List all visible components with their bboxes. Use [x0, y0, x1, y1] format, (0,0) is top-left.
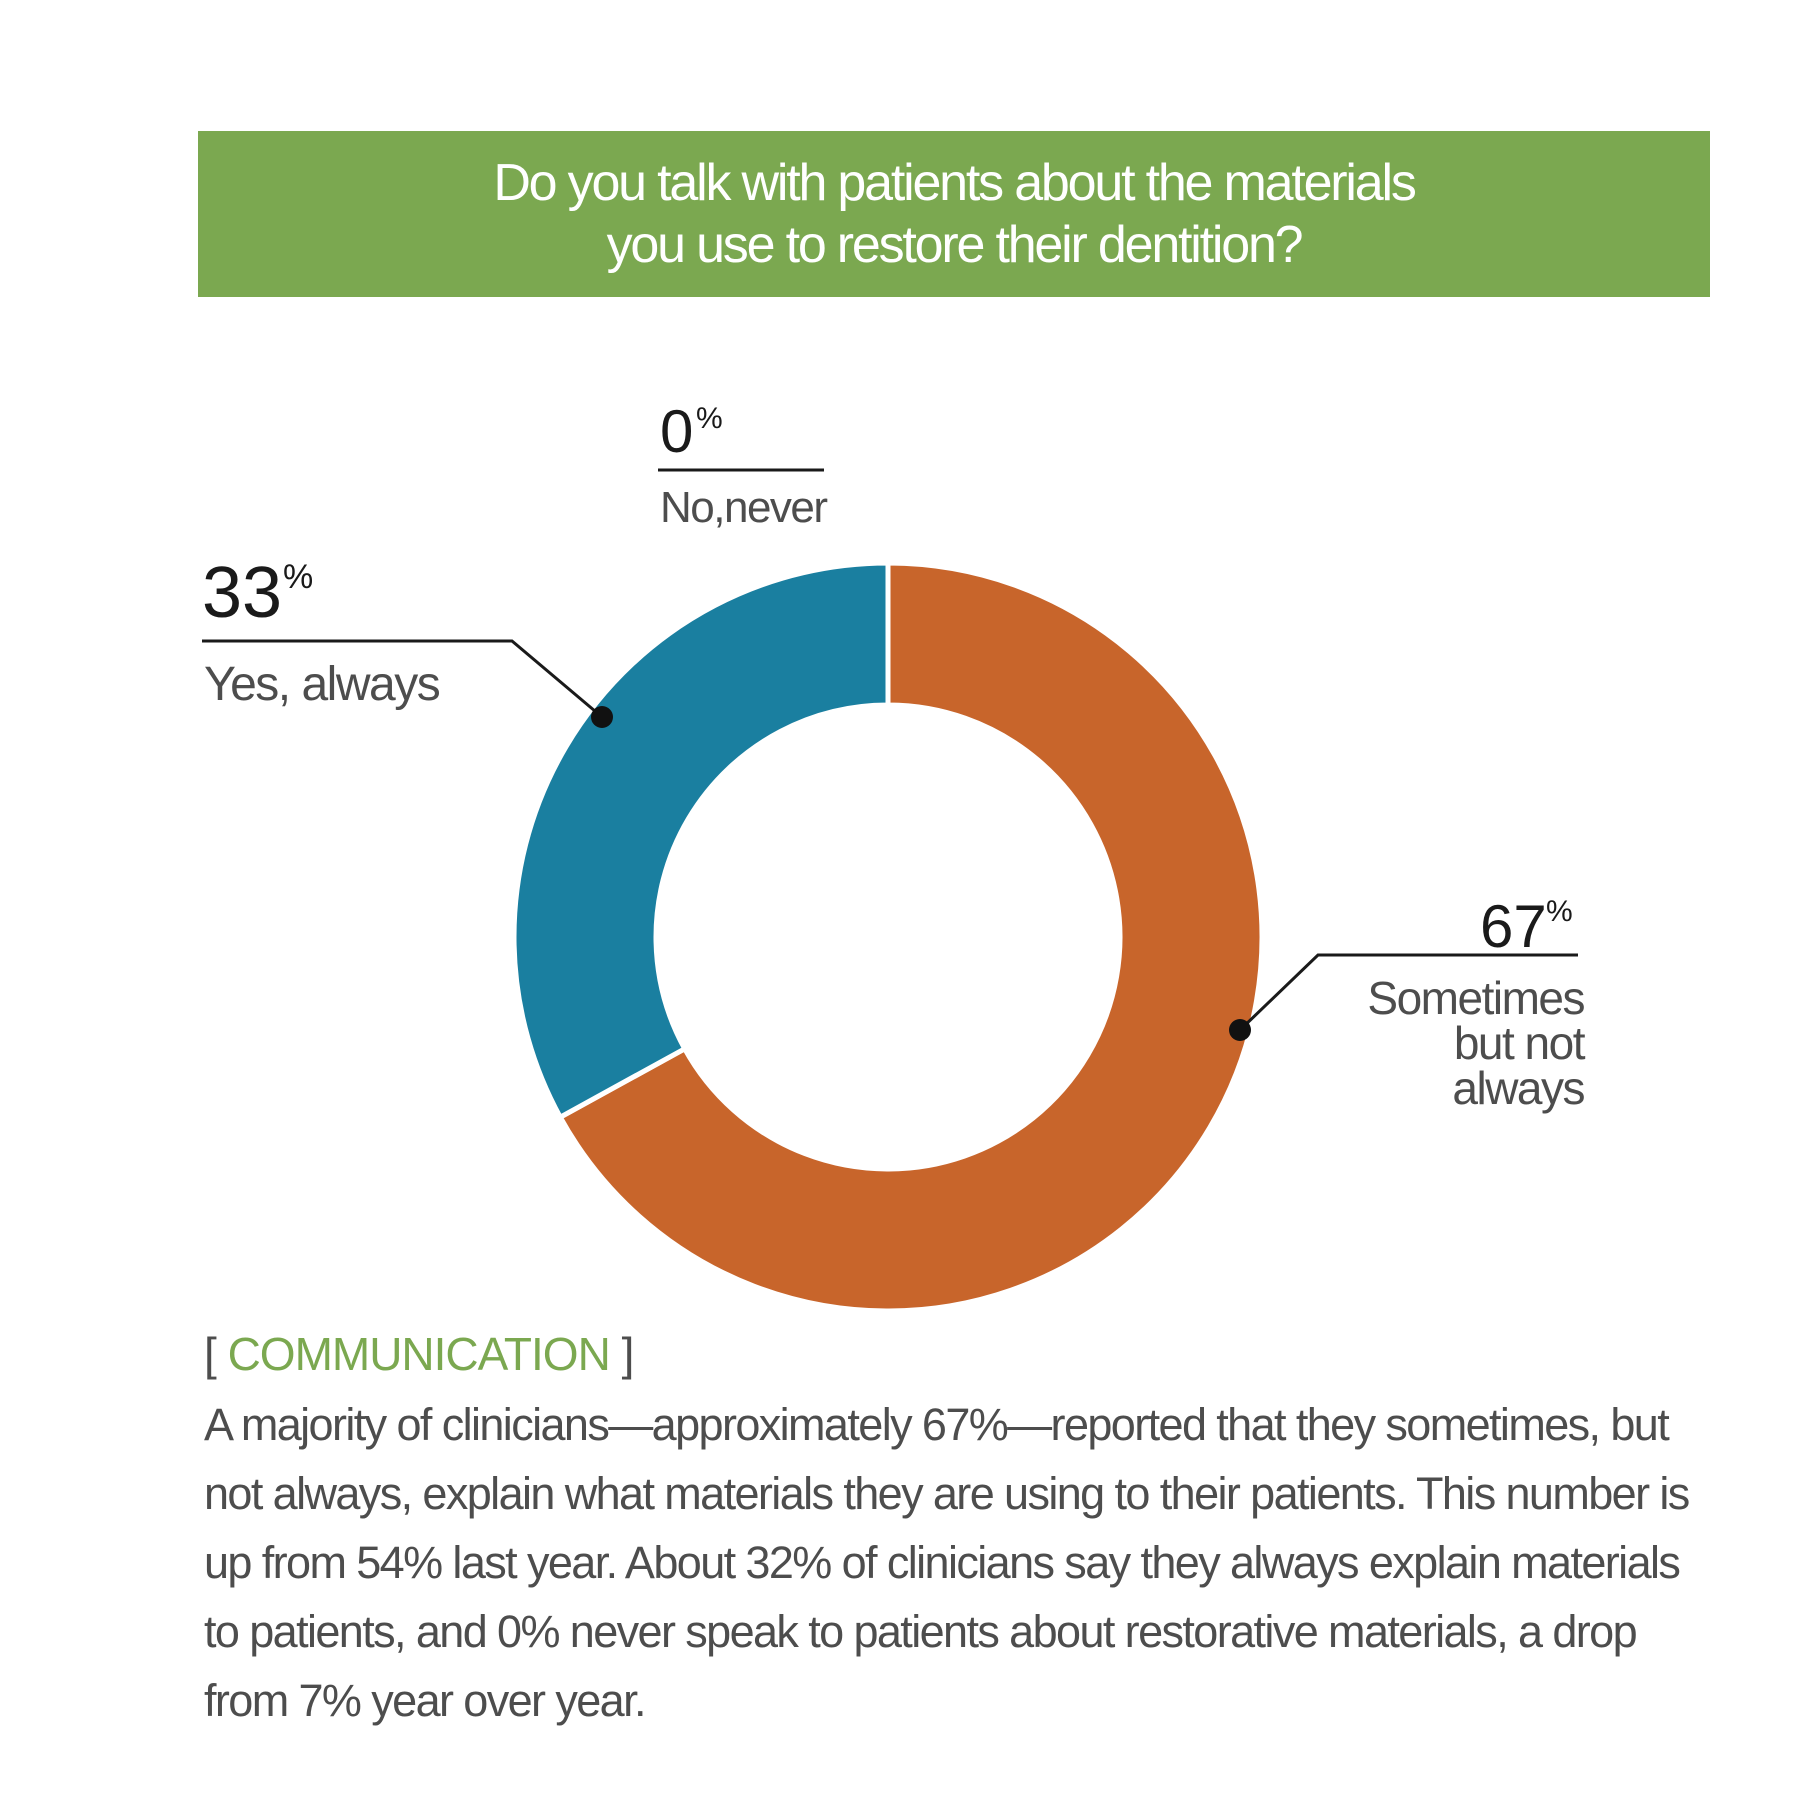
yes-always-leader-dot [591, 706, 613, 728]
no-never-value: 0 [660, 398, 693, 465]
summary-paragraph: A majority of clinicians—approximately 6… [204, 1399, 1690, 1726]
question-line-2: you use to restore their dentition? [606, 216, 1304, 274]
sometimes-leader-dot [1229, 1019, 1251, 1041]
label-no-never: 0 % No,never [658, 398, 829, 532]
no-never-label: No,never [660, 483, 827, 532]
question-banner: Do you talk with patients about the mate… [198, 131, 1710, 297]
yes-always-leader [202, 639, 603, 719]
no-never-percent-sign: % [696, 402, 723, 435]
label-sometimes: 67 % Sometimes but not always [1229, 893, 1587, 1114]
tag-bracket-open: [ [204, 1328, 217, 1380]
tag-bracket-close: ] [621, 1328, 635, 1380]
yes-always-label: Yes, always [204, 658, 440, 711]
sometimes-label-line-1: Sometimes [1367, 972, 1584, 1024]
sometimes-leader [1238, 953, 1578, 1032]
tag-communication: COMMUNICATION [227, 1328, 611, 1380]
sometimes-percent-sign: % [1546, 895, 1573, 928]
yes-always-percent-sign: % [283, 558, 313, 596]
donut-slice-sometimes [556, 560, 1265, 1314]
donut-slices [511, 560, 1265, 1314]
sometimes-label-line-3: always [1452, 1062, 1584, 1114]
donut-slice-yes [511, 560, 891, 1121]
section-tag: [ COMMUNICATION ] [204, 1326, 635, 1382]
label-yes-always: 33 % Yes, always [202, 553, 613, 728]
question-line-1: Do you talk with patients about the mate… [493, 154, 1417, 212]
sometimes-label-line-2: but not [1454, 1017, 1586, 1069]
sometimes-value: 67 [1480, 893, 1547, 960]
yes-always-value: 33 [202, 553, 282, 633]
